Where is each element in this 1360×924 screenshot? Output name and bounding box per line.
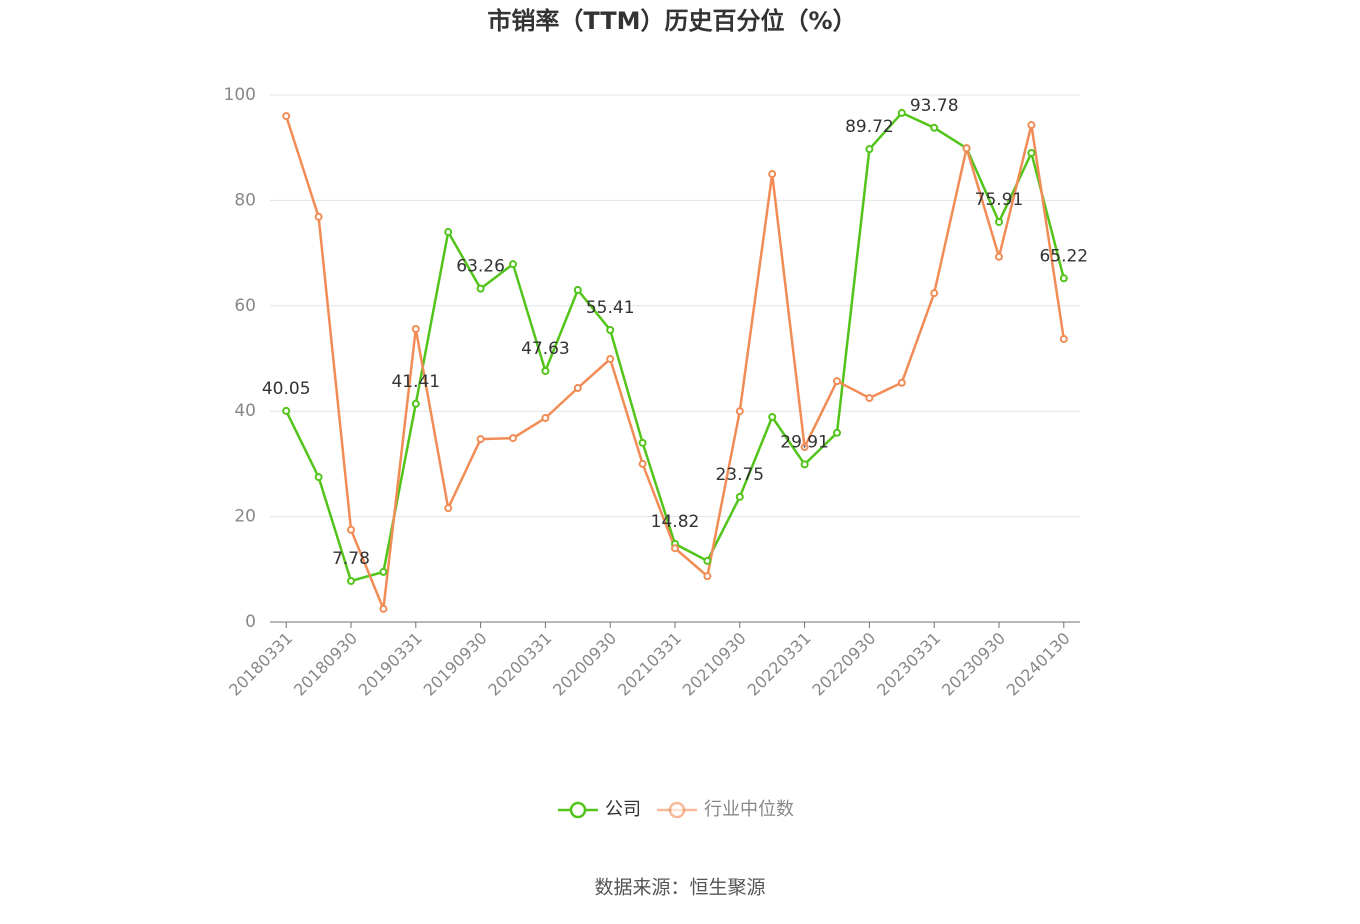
data-point (379, 604, 388, 613)
x-tick-label: 20200331 (484, 629, 555, 700)
data-point (314, 473, 323, 482)
data-point (800, 443, 809, 452)
data-point (347, 525, 355, 534)
data-point (509, 434, 517, 443)
data-label: 65.22 (1039, 246, 1088, 266)
y-tick-label: 100 (224, 85, 256, 105)
data-point (735, 407, 744, 416)
chart-title: 市销率（TTM）历史百分位（%） (487, 7, 856, 35)
data-point (897, 108, 906, 117)
data-point (282, 406, 291, 415)
x-tick-label: 20200930 (549, 629, 620, 700)
data-point (379, 567, 388, 576)
y-tick-label: 0 (245, 612, 256, 632)
data-point (833, 377, 841, 386)
data-point (314, 212, 323, 221)
data-point (606, 325, 615, 334)
data-point (703, 556, 712, 565)
data-label: 47.63 (521, 339, 570, 359)
data-label: 7.78 (332, 549, 370, 569)
data-point (411, 324, 420, 333)
data-point (1059, 274, 1068, 283)
data-point (930, 123, 939, 132)
data-point (962, 144, 971, 153)
data-point (347, 576, 355, 585)
data-point (444, 504, 453, 513)
data-point (995, 217, 1003, 226)
x-tick-label: 20210331 (614, 629, 685, 700)
data-point (444, 228, 453, 237)
data-point (541, 366, 550, 375)
data-point (573, 384, 582, 393)
data-point (768, 170, 777, 179)
data-label: 41.41 (391, 372, 440, 392)
data-label: 55.41 (586, 298, 635, 318)
data-point (703, 572, 712, 581)
data-label: 89.72 (845, 117, 894, 137)
x-tick-label: 20190331 (355, 629, 426, 700)
data-point (1027, 148, 1036, 157)
x-tick-label: 20180930 (290, 629, 361, 700)
data-point (411, 399, 420, 408)
x-tick-label: 20220930 (808, 629, 879, 700)
legend-marker (569, 801, 587, 819)
data-point (1027, 121, 1036, 130)
data-label: 29.91 (780, 432, 829, 452)
data-label: 63.26 (456, 257, 505, 277)
data-label: 93.78 (910, 96, 959, 116)
data-point (476, 284, 485, 293)
data-label: 75.91 (975, 190, 1024, 210)
data-point (768, 412, 777, 421)
data-point (638, 459, 647, 468)
data-point (833, 428, 841, 437)
x-tick-label: 20230331 (873, 629, 944, 700)
data-point (735, 492, 744, 501)
x-tick-label: 20230930 (938, 629, 1009, 700)
x-tick-label: 20220331 (744, 629, 815, 700)
x-tick-label: 20180331 (225, 629, 296, 700)
data-point (282, 112, 291, 121)
y-tick-label: 80 (234, 190, 256, 210)
series-line (285, 111, 1066, 583)
legend-marker (668, 801, 686, 819)
data-point (800, 460, 809, 469)
y-tick-label: 40 (234, 401, 256, 421)
data-point (509, 260, 517, 269)
data-label: 40.05 (262, 379, 311, 399)
data-label: 14.82 (651, 512, 700, 532)
x-tick-label: 20210930 (679, 629, 750, 700)
data-point (671, 544, 679, 553)
data-point (476, 435, 485, 444)
data-point (897, 378, 906, 387)
data-point (865, 145, 874, 154)
data-point (930, 289, 939, 298)
x-tick-label: 20190930 (420, 629, 491, 700)
data-point (606, 355, 615, 364)
data-point (995, 252, 1003, 261)
data-label: 23.75 (715, 465, 764, 485)
x-tick-label: 20240130 (1003, 629, 1074, 700)
data-point (865, 394, 874, 403)
data-point (1059, 335, 1068, 344)
y-tick-label: 20 (234, 507, 256, 527)
series-line (285, 115, 1066, 610)
data-point (573, 285, 582, 294)
data-point (638, 438, 647, 447)
data-point (541, 414, 550, 423)
legend-label: 公司 (605, 799, 641, 820)
legend-label: 行业中位数 (704, 799, 794, 820)
y-tick-label: 60 (234, 296, 256, 316)
source-note: 数据来源：恒生聚源 (594, 877, 765, 899)
